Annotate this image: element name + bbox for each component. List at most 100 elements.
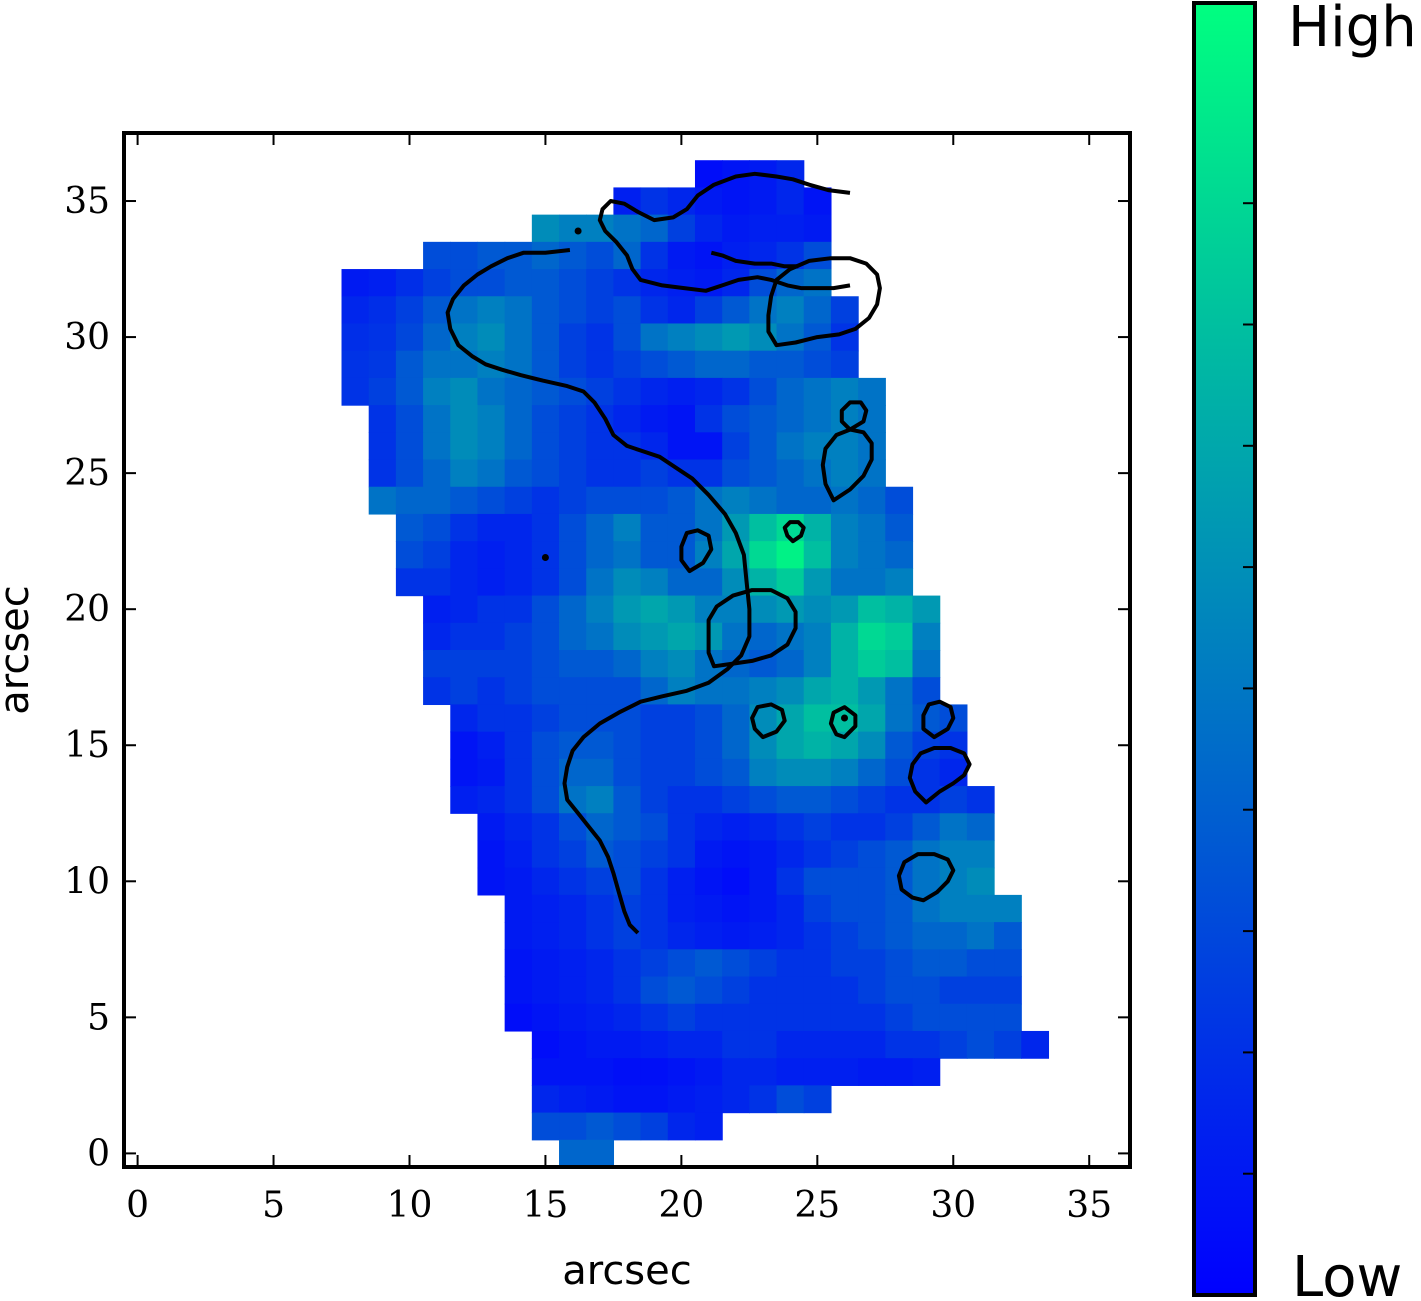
heatmap-cell	[994, 1003, 1022, 1032]
heatmap-cell	[803, 241, 832, 270]
y-tick-label: 35	[64, 181, 110, 222]
heatmap-cell	[667, 786, 696, 814]
heatmap-cell	[994, 894, 1022, 923]
heatmap-cell	[830, 350, 859, 379]
heatmap-cell	[477, 377, 506, 406]
heatmap-cell	[803, 1030, 832, 1059]
heatmap-cell	[368, 269, 397, 297]
heatmap-cell	[504, 704, 533, 733]
heatmap-cell	[640, 241, 669, 270]
heatmap-cell	[531, 758, 560, 787]
heatmap-cell	[531, 350, 560, 379]
heatmap-cell	[694, 840, 723, 869]
heatmap-cell	[613, 758, 642, 787]
heatmap-cell	[586, 650, 615, 678]
heatmap-cell	[749, 595, 778, 624]
contour-line	[907, 746, 972, 805]
contour-lines	[445, 171, 972, 935]
heatmap-cell	[531, 1030, 560, 1059]
heatmap-cell	[722, 296, 750, 325]
heatmap-cell	[368, 350, 397, 379]
heatmap-cell	[912, 677, 941, 706]
heatmap-cell	[586, 1058, 615, 1086]
heatmap-cell	[341, 269, 370, 297]
heatmap-cell	[450, 568, 479, 597]
heatmap-cell	[450, 432, 479, 461]
heatmap-cell	[858, 786, 886, 814]
heatmap-cell	[640, 1030, 669, 1059]
heatmap-cell	[776, 867, 805, 896]
heatmap-cell	[749, 949, 778, 978]
heatmap-cell	[830, 568, 859, 597]
heatmap-cell	[966, 813, 995, 842]
heatmap-cell	[531, 704, 560, 733]
heatmap-cell	[531, 486, 560, 515]
heatmap-cell	[667, 922, 696, 950]
heatmap-cell	[749, 214, 778, 243]
heatmap-cell	[803, 894, 832, 923]
heatmap-cell	[912, 922, 941, 950]
heatmap-cell	[722, 187, 750, 216]
heatmap-cell	[722, 459, 750, 488]
heatmap-cell	[749, 350, 778, 379]
heatmap-cell	[966, 840, 995, 869]
heatmap-cell	[613, 323, 642, 352]
heatmap-cell	[450, 296, 479, 325]
heatmap-cell	[858, 894, 886, 923]
heatmap-cell	[640, 786, 669, 814]
heatmap-cell	[504, 323, 533, 352]
heatmap-cell	[966, 867, 995, 896]
heatmap-cell	[749, 1085, 778, 1114]
heatmap-cell	[504, 513, 533, 542]
x-tick-label: 5	[262, 1185, 285, 1226]
heatmap-cell	[531, 949, 560, 978]
heatmap-cell	[858, 1058, 886, 1086]
heatmap-cell	[776, 813, 805, 842]
heatmap-cell	[912, 622, 941, 651]
heatmap-cell	[885, 595, 914, 624]
heatmap-cell	[912, 1030, 941, 1059]
heatmap-cell	[559, 704, 587, 733]
heatmap-cell	[613, 486, 642, 515]
heatmap-cell	[830, 922, 859, 950]
contour-line	[921, 699, 956, 740]
heatmap-cell	[885, 731, 914, 760]
heatmap-cell	[803, 541, 832, 569]
heatmap-cell	[803, 867, 832, 896]
heatmap-cell	[531, 296, 560, 325]
heatmap-cell	[858, 867, 886, 896]
heatmap-cell	[694, 269, 723, 297]
heatmap-cell	[586, 459, 615, 488]
heatmap-cell	[803, 786, 832, 814]
heatmap-cell	[749, 432, 778, 461]
heatmap-cell	[858, 922, 886, 950]
heatmap-cell	[531, 894, 560, 923]
heatmap-cell	[586, 976, 615, 1005]
heatmap-cell	[694, 432, 723, 461]
heatmap-cell	[776, 486, 805, 515]
heatmap-cell	[776, 1030, 805, 1059]
heatmap-cell	[803, 922, 832, 950]
heatmap-cell	[531, 432, 560, 461]
heatmap-cell	[531, 867, 560, 896]
heatmap-cell	[885, 976, 914, 1005]
heatmap-cell	[830, 813, 859, 842]
heatmap-cell	[966, 894, 995, 923]
heatmap-cell	[939, 1030, 968, 1059]
heatmap-cell	[613, 405, 642, 433]
heatmap-cell	[559, 867, 587, 896]
heatmap-cell	[694, 731, 723, 760]
heatmap-cell	[559, 486, 587, 515]
heatmap-cell	[776, 296, 805, 325]
heatmap-cell	[803, 758, 832, 787]
heatmap-cell	[803, 976, 832, 1005]
heatmap-cell	[640, 296, 669, 325]
heatmap-cell	[830, 894, 859, 923]
heatmap-cell	[722, 323, 750, 352]
heatmap-cell	[613, 1030, 642, 1059]
heatmap-cell	[640, 459, 669, 488]
heatmap-cell	[885, 622, 914, 651]
heatmap-cell	[776, 1003, 805, 1032]
heatmap-cell	[477, 840, 506, 869]
contour-dot	[541, 554, 549, 561]
